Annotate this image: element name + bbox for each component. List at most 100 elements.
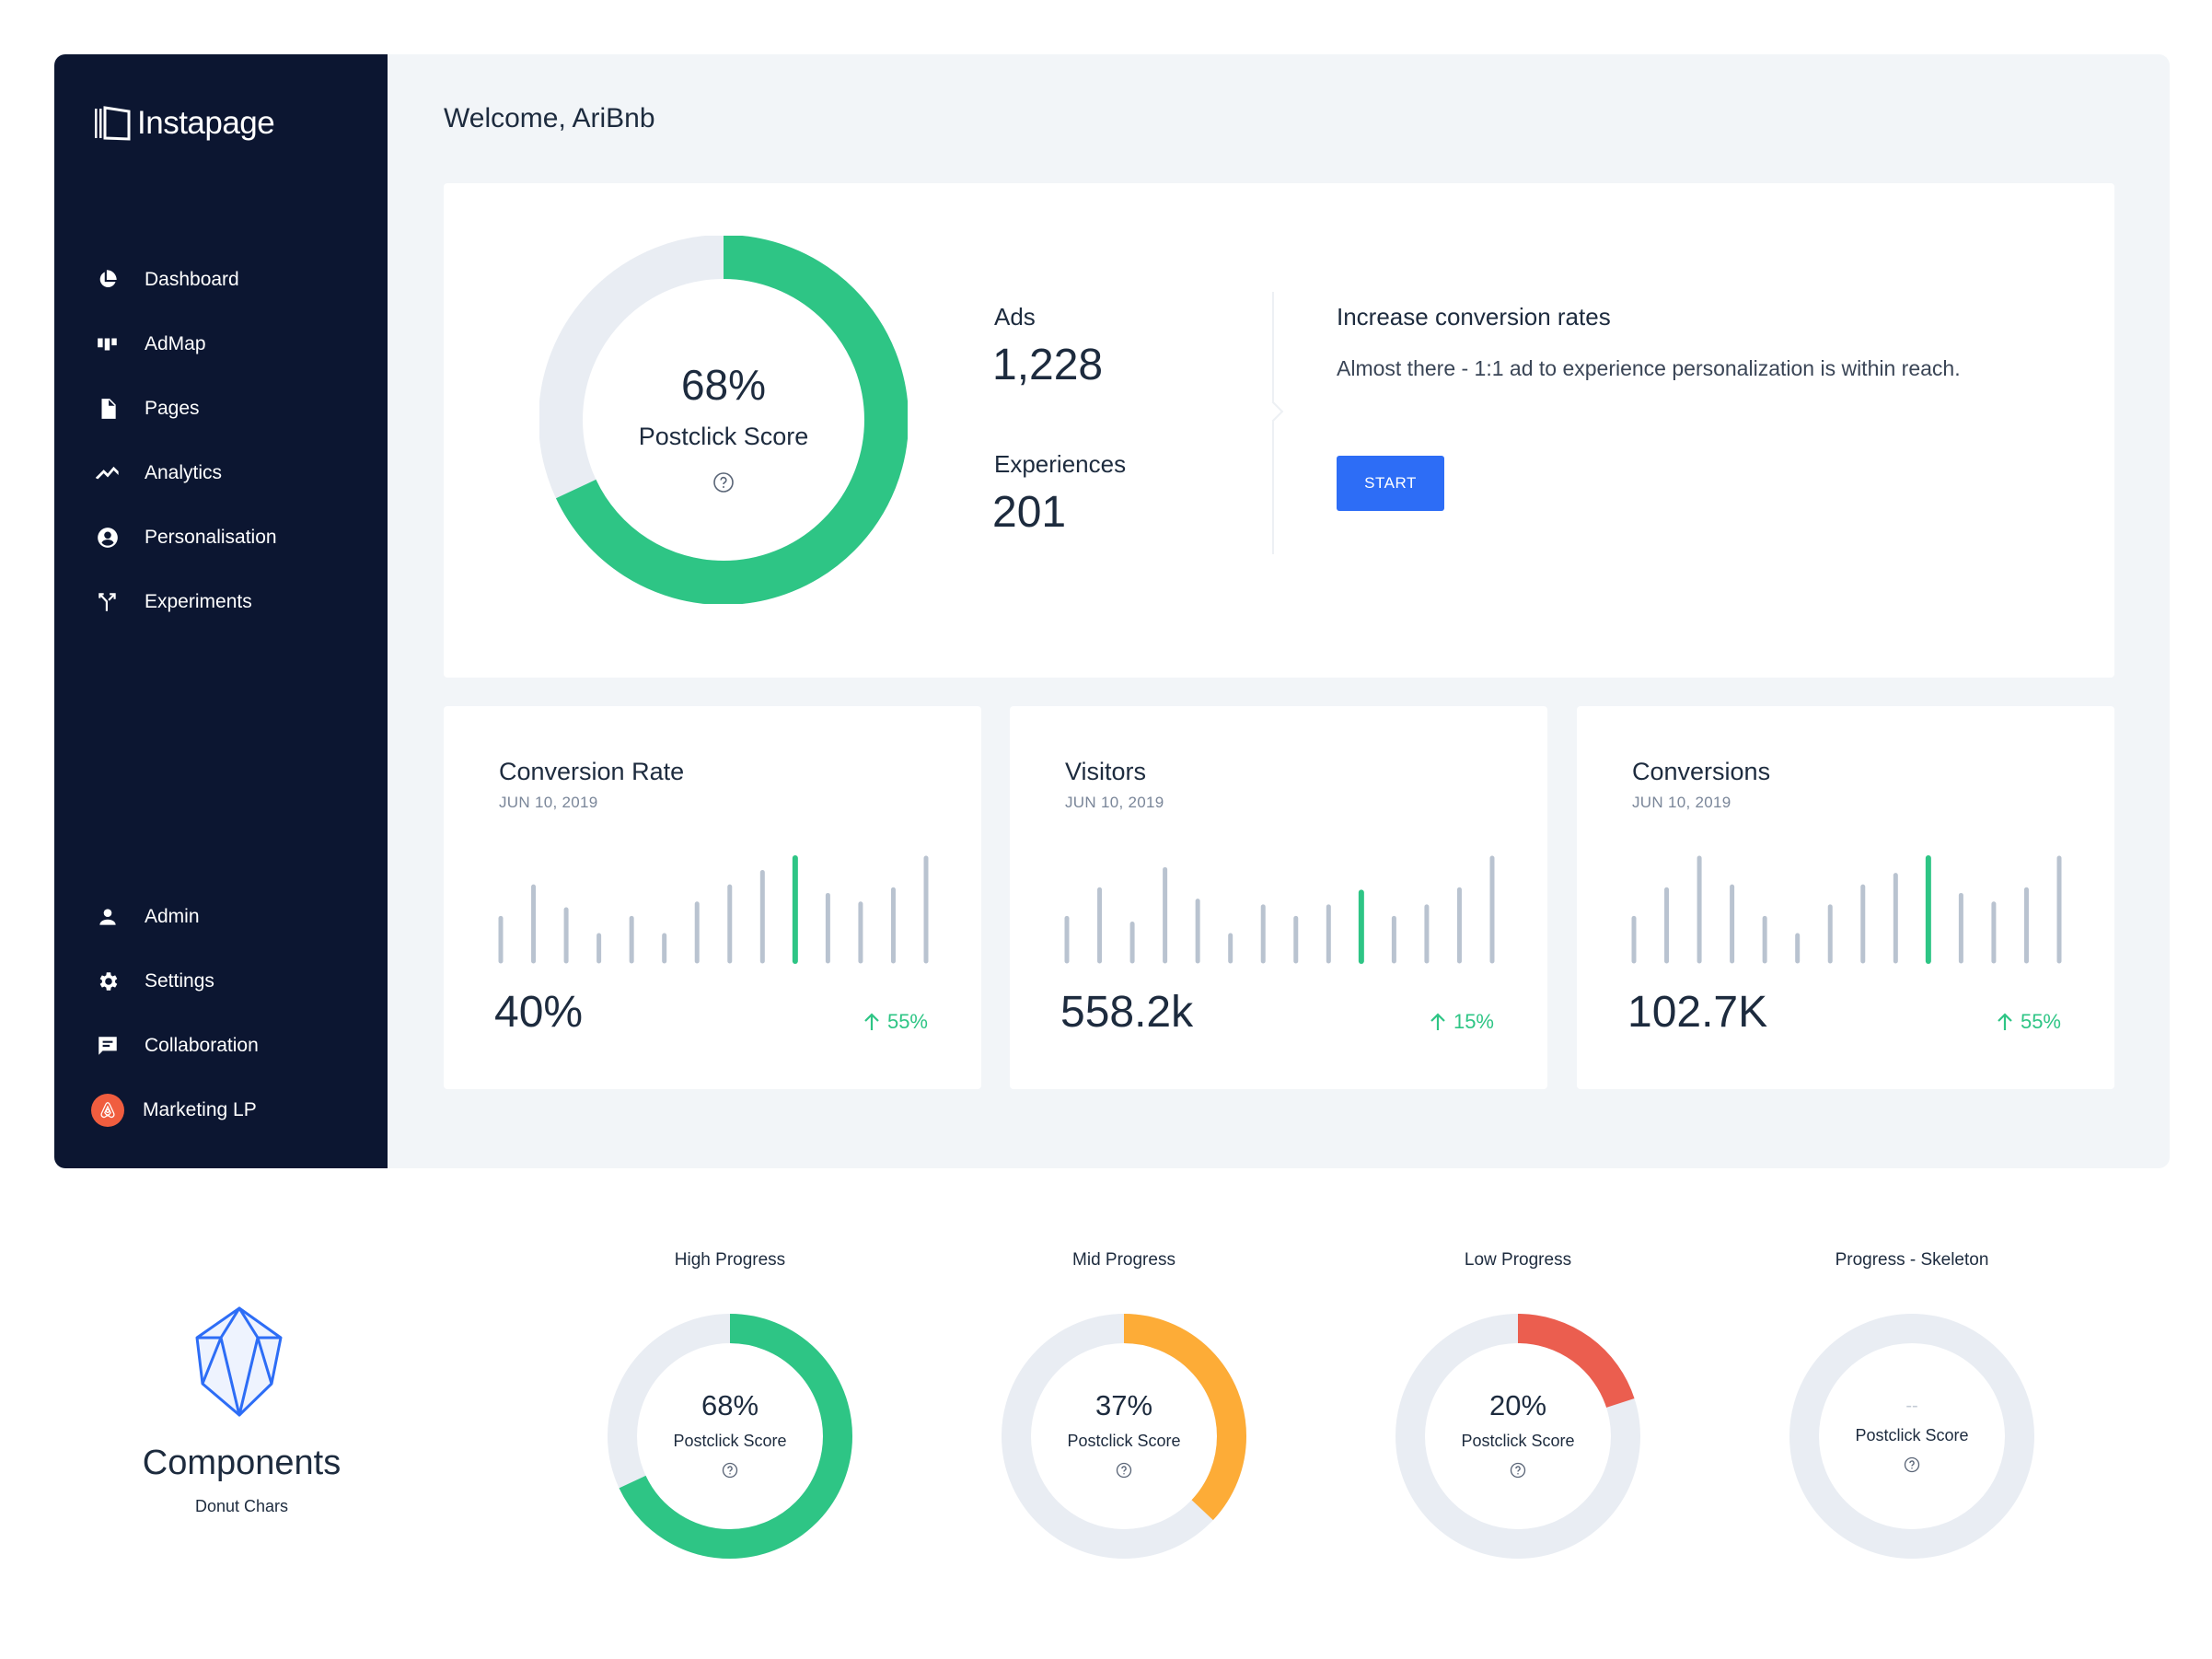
donut-value: 68% [701,1389,759,1421]
donut-label: Postclick Score [673,1432,787,1450]
donut-label: Postclick Score [1461,1432,1575,1450]
admap-icon [95,331,121,357]
sidebar-item-label: Analytics [145,462,223,483]
sidebar-item-label: Experiments [145,591,252,612]
components-title: Components [142,1444,342,1482]
metric-change: 55% [1997,1010,2061,1034]
sidebar-item-settings[interactable]: Settings [95,963,214,1000]
donut-caption-skeleton: Progress - Skeleton [1835,1250,1989,1270]
sidebar-item-label: AdMap [145,333,206,354]
help-icon[interactable] [712,471,735,498]
donut-caption-mid: Mid Progress [1072,1250,1175,1270]
metric-title: Conversions [1632,758,1771,785]
donut-arc [608,1314,852,1559]
sidebar-item-label: Admin [145,906,200,927]
donut-center: 37% Postclick Score [1000,1312,1248,1560]
donut-center: 20% Postclick Score [1394,1312,1642,1560]
donut-arc [1396,1314,1640,1559]
branch-icon [95,589,121,615]
experiences-label: Experiences [994,450,1127,478]
donut-skeleton: -- Postclick Score [1788,1312,2036,1560]
metric-date: JUN 10, 2019 [1065,794,1164,811]
page-title: Welcome, AriBnb [444,103,655,133]
gear-icon [95,969,121,994]
sidebar-item-analytics[interactable]: Analytics [95,455,222,492]
donut-ring [1002,1314,1246,1559]
sidebar-item-admin[interactable]: Admin [95,899,200,935]
donut-value: 20% [1488,1389,1547,1421]
sidebar-item-experiments[interactable]: Experiments [95,584,252,621]
sidebar-item-dashboard[interactable]: Dashboard [95,261,239,298]
sidebar-item-label: Settings [145,970,214,992]
user-circle-icon [95,525,121,551]
sidebar-item-admap[interactable]: AdMap [95,326,206,363]
sidebar-item-label: Personalisation [145,527,277,548]
donut-low-progress: 20% Postclick Score [1394,1312,1642,1560]
donut-track [1789,1314,2034,1559]
cta-title: Increase conversion rates [1337,303,1611,331]
postclick-score-ring [539,235,909,605]
donut-center: 68% Postclick Score [606,1312,854,1560]
metric-title: Visitors [1065,758,1147,785]
donut-label: Postclick Score [1067,1432,1181,1450]
donut-label: Postclick Score [1855,1425,1969,1444]
donut-ring [1789,1314,2034,1559]
donut-high-progress: 68% Postclick Score [606,1312,854,1560]
ads-label: Ads [994,303,1036,331]
metric-change-value: 55% [2020,1010,2061,1033]
document-icon [95,396,121,422]
donut-center: 68% Postclick Score [539,236,908,604]
divider [1272,292,1274,554]
experiences-value: 201 [992,488,1067,537]
start-button[interactable]: START [1337,456,1444,511]
metric-card-conversion-rate: Conversion Rate JUN 10, 2019 40% 55% [444,706,981,1089]
sidebar-item-marketing-lp[interactable]: Marketing LP [91,1092,257,1129]
metric-date: JUN 10, 2019 [499,794,598,811]
help-icon[interactable] [1116,1462,1132,1483]
crystal-logo-icon [193,1305,285,1418]
pie-chart-icon [95,267,121,293]
help-icon[interactable] [1904,1456,1920,1478]
sidebar: Instapage Dashboard AdMap Pages Analytic… [54,54,388,1168]
ads-value: 1,228 [992,341,1104,389]
trend-line-icon [95,460,121,486]
sidebar-item-label: Dashboard [145,269,239,290]
help-icon[interactable] [722,1462,738,1483]
donut-caption-high: High Progress [674,1250,786,1270]
metric-card-visitors: Visitors JUN 10, 2019 558.2k 15% [1010,706,1547,1089]
sparkline-chart [1631,855,2062,964]
postclick-summary-card: 68% Postclick Score Ads 1,228 Experience… [444,183,2114,678]
metric-title: Conversion Rate [499,758,685,785]
cta-text: Almost there - 1:1 ad to experience pers… [1337,356,1961,380]
sidebar-item-pages[interactable]: Pages [95,390,200,427]
arrow-up-icon [1998,1013,2012,1030]
sidebar-item-personalisation[interactable]: Personalisation [95,519,277,556]
metric-change: 15% [1430,1010,1494,1034]
donut-ring [608,1314,852,1559]
sidebar-item-collaboration[interactable]: Collaboration [95,1027,259,1064]
donut-caption-low: Low Progress [1464,1250,1572,1270]
metric-change-value: 55% [886,1010,928,1033]
user-icon [95,904,121,930]
airbnb-icon [91,1094,124,1127]
postclick-score-value: 68% [680,361,767,409]
metric-card-conversions: Conversions JUN 10, 2019 102.7K 55% [1577,706,2114,1089]
components-subtitle: Donut Chars [194,1497,289,1515]
sidebar-item-label: Pages [145,398,200,419]
sparkline-chart [498,855,929,964]
chat-icon [95,1033,121,1059]
help-icon[interactable] [1510,1462,1526,1483]
arrow-up-icon [864,1013,879,1030]
postclick-score-label: Postclick Score [638,423,809,450]
donut-ring [1396,1314,1640,1559]
postclick-score-arc [539,235,909,605]
metric-value: 558.2k [1060,988,1194,1037]
sidebar-item-label: Collaboration [145,1035,259,1056]
sidebar-item-label: Marketing LP [143,1099,257,1120]
metric-change-value: 15% [1453,1010,1494,1033]
metric-value: 40% [494,988,584,1037]
brand-logo[interactable]: Instapage [95,100,275,146]
instapage-logo-icon [95,105,132,142]
donut-value: 37% [1094,1389,1153,1421]
brand-name: Instapage [137,105,275,141]
